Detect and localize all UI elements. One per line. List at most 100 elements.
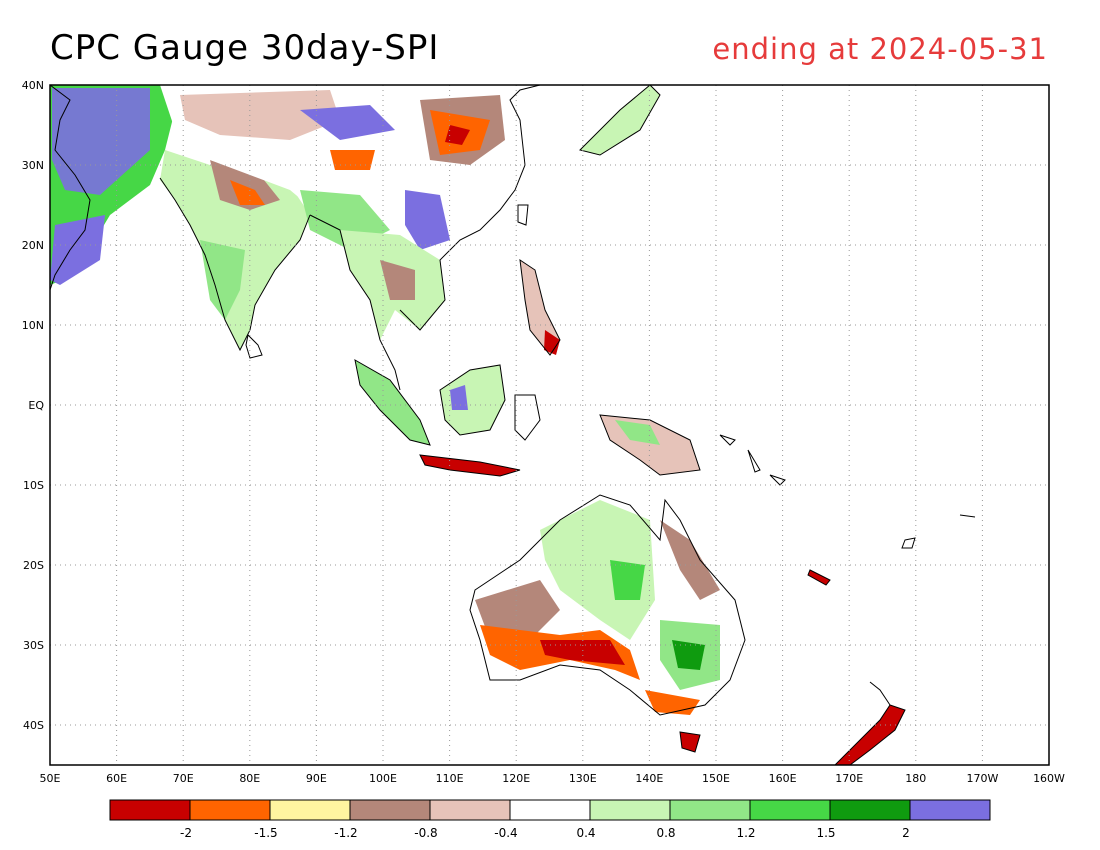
region-new-caledonia-red bbox=[808, 570, 830, 585]
region-arabian-wet bbox=[50, 215, 105, 285]
colorbar-label: 1.5 bbox=[816, 826, 835, 840]
region-australia-east-dry bbox=[660, 520, 720, 600]
colorbar-label: -1.2 bbox=[334, 826, 357, 840]
lon-tick-label: 90E bbox=[306, 772, 327, 785]
coast-taiwan bbox=[517, 204, 529, 226]
coast-fiji bbox=[901, 514, 976, 549]
region-india-north-orange bbox=[230, 180, 265, 205]
colorbar-swatch bbox=[509, 799, 591, 821]
lon-tick-label: 150E bbox=[702, 772, 730, 785]
lon-tick-label: 170E bbox=[835, 772, 863, 785]
coast-new-guinea bbox=[599, 414, 701, 476]
colorbar-label: 1.2 bbox=[736, 826, 755, 840]
colorbar-swatch bbox=[749, 799, 831, 821]
lat-tick-label: 30N bbox=[22, 159, 44, 172]
region-china-west-wet bbox=[300, 105, 395, 140]
map-title: CPC Gauge 30day-SPI bbox=[50, 28, 440, 68]
colorbar-label: 2 bbox=[902, 826, 910, 840]
region-philippines bbox=[520, 260, 560, 355]
lon-tick-label: 70E bbox=[173, 772, 194, 785]
colorbar-swatch bbox=[189, 799, 271, 821]
region-philippines-red bbox=[544, 330, 560, 355]
lat-tick-label: 10N bbox=[22, 319, 44, 332]
lon-tick-label: 100E bbox=[369, 772, 397, 785]
axis-ticks: 40N 30N 20N 10N EQ 10S 20S 30S 40S 50E 60E 70E 80E 90… bbox=[22, 79, 1065, 785]
colorbar-label: -1.5 bbox=[254, 826, 277, 840]
colorbar-label: -2 bbox=[180, 826, 192, 840]
region-australia-central-green bbox=[610, 560, 645, 600]
coast-new-zealand bbox=[834, 704, 906, 765]
region-tasmania-red bbox=[680, 732, 700, 752]
lat-tick-label: EQ bbox=[28, 399, 44, 412]
region-sumatra bbox=[355, 360, 430, 445]
region-borneo bbox=[440, 365, 505, 435]
coast-sulawesi bbox=[514, 394, 541, 441]
region-australia-se-darkgreen bbox=[672, 640, 705, 670]
region-indochina-dry bbox=[380, 260, 415, 300]
lon-tick-label: 60E bbox=[106, 772, 127, 785]
colorbar-swatch bbox=[109, 799, 191, 821]
colorbar-swatch bbox=[429, 799, 511, 821]
lon-tick-label: 120E bbox=[502, 772, 530, 785]
coast-borneo bbox=[439, 364, 506, 436]
coast-japan bbox=[579, 85, 661, 156]
region-borneo-wet bbox=[450, 385, 468, 410]
coast-arabia bbox=[50, 85, 91, 291]
lon-tick-label: 170W bbox=[966, 772, 998, 785]
region-new-guinea bbox=[600, 415, 700, 475]
colorbar-label: -0.4 bbox=[494, 826, 517, 840]
region-australia-south-red bbox=[540, 640, 625, 665]
lon-tick-label: 140E bbox=[635, 772, 663, 785]
region-tibet-dry bbox=[180, 90, 340, 140]
region-australia-west-dry bbox=[475, 580, 560, 640]
region-java-dry bbox=[420, 455, 520, 476]
lat-tick-label: 20N bbox=[22, 239, 44, 252]
coast-australia bbox=[469, 494, 746, 716]
coast-sri-lanka bbox=[245, 333, 263, 359]
coast-nz-north bbox=[869, 681, 891, 706]
precip-field bbox=[50, 85, 905, 765]
region-new-zealand-red bbox=[835, 705, 905, 765]
region-china-east-red bbox=[445, 125, 470, 145]
lon-tick-label: 130E bbox=[569, 772, 597, 785]
colorbar-swatch bbox=[349, 799, 431, 821]
lon-tick-label: 160W bbox=[1033, 772, 1065, 785]
lon-tick-label: 160E bbox=[769, 772, 797, 785]
region-india-north-dry bbox=[210, 160, 280, 210]
coast-new-caledonia bbox=[807, 569, 831, 586]
coast-solomons bbox=[719, 434, 786, 486]
coast-tasmania bbox=[679, 731, 701, 753]
lat-tick-label: 30S bbox=[23, 639, 44, 652]
colorbar-swatch bbox=[589, 799, 671, 821]
lat-tick-label: 40N bbox=[22, 79, 44, 92]
map-subtitle: ending at 2024-05-31 bbox=[712, 32, 1048, 66]
coast-india bbox=[159, 177, 311, 352]
coast-myanmar-malay bbox=[309, 214, 401, 391]
graticule bbox=[50, 85, 1049, 765]
colorbar-label: -0.8 bbox=[414, 826, 437, 840]
lon-tick-label: 50E bbox=[40, 772, 61, 785]
colorbar: -2 -1.5 -1.2 -0.8 -0.4 0.4 0.8 1.2 1.5 2 bbox=[109, 799, 991, 840]
lat-tick-label: 40S bbox=[23, 719, 44, 732]
region-south-china-wet bbox=[405, 190, 450, 250]
lat-tick-label: 10S bbox=[23, 479, 44, 492]
colorbar-swatch bbox=[829, 799, 911, 821]
region-sichuan-orange bbox=[330, 150, 375, 170]
lon-tick-label: 110E bbox=[436, 772, 464, 785]
region-japan bbox=[580, 85, 660, 155]
region-india-south bbox=[200, 240, 245, 320]
region-new-guinea-green bbox=[615, 420, 660, 445]
lat-tick-label: 20S bbox=[23, 559, 44, 572]
colorbar-swatch bbox=[669, 799, 751, 821]
coast-indochina-china bbox=[399, 85, 541, 331]
lon-tick-label: 180 bbox=[905, 772, 926, 785]
colorbar-label: 0.8 bbox=[656, 826, 675, 840]
coast-philippines bbox=[519, 258, 561, 356]
colorbar-label: 0.4 bbox=[576, 826, 595, 840]
region-australia-central-wet bbox=[540, 500, 655, 640]
region-west-asia-wet bbox=[52, 88, 150, 195]
colorbar-swatch bbox=[269, 799, 351, 821]
coast-sumatra bbox=[354, 359, 431, 446]
map-frame bbox=[49, 84, 1050, 766]
